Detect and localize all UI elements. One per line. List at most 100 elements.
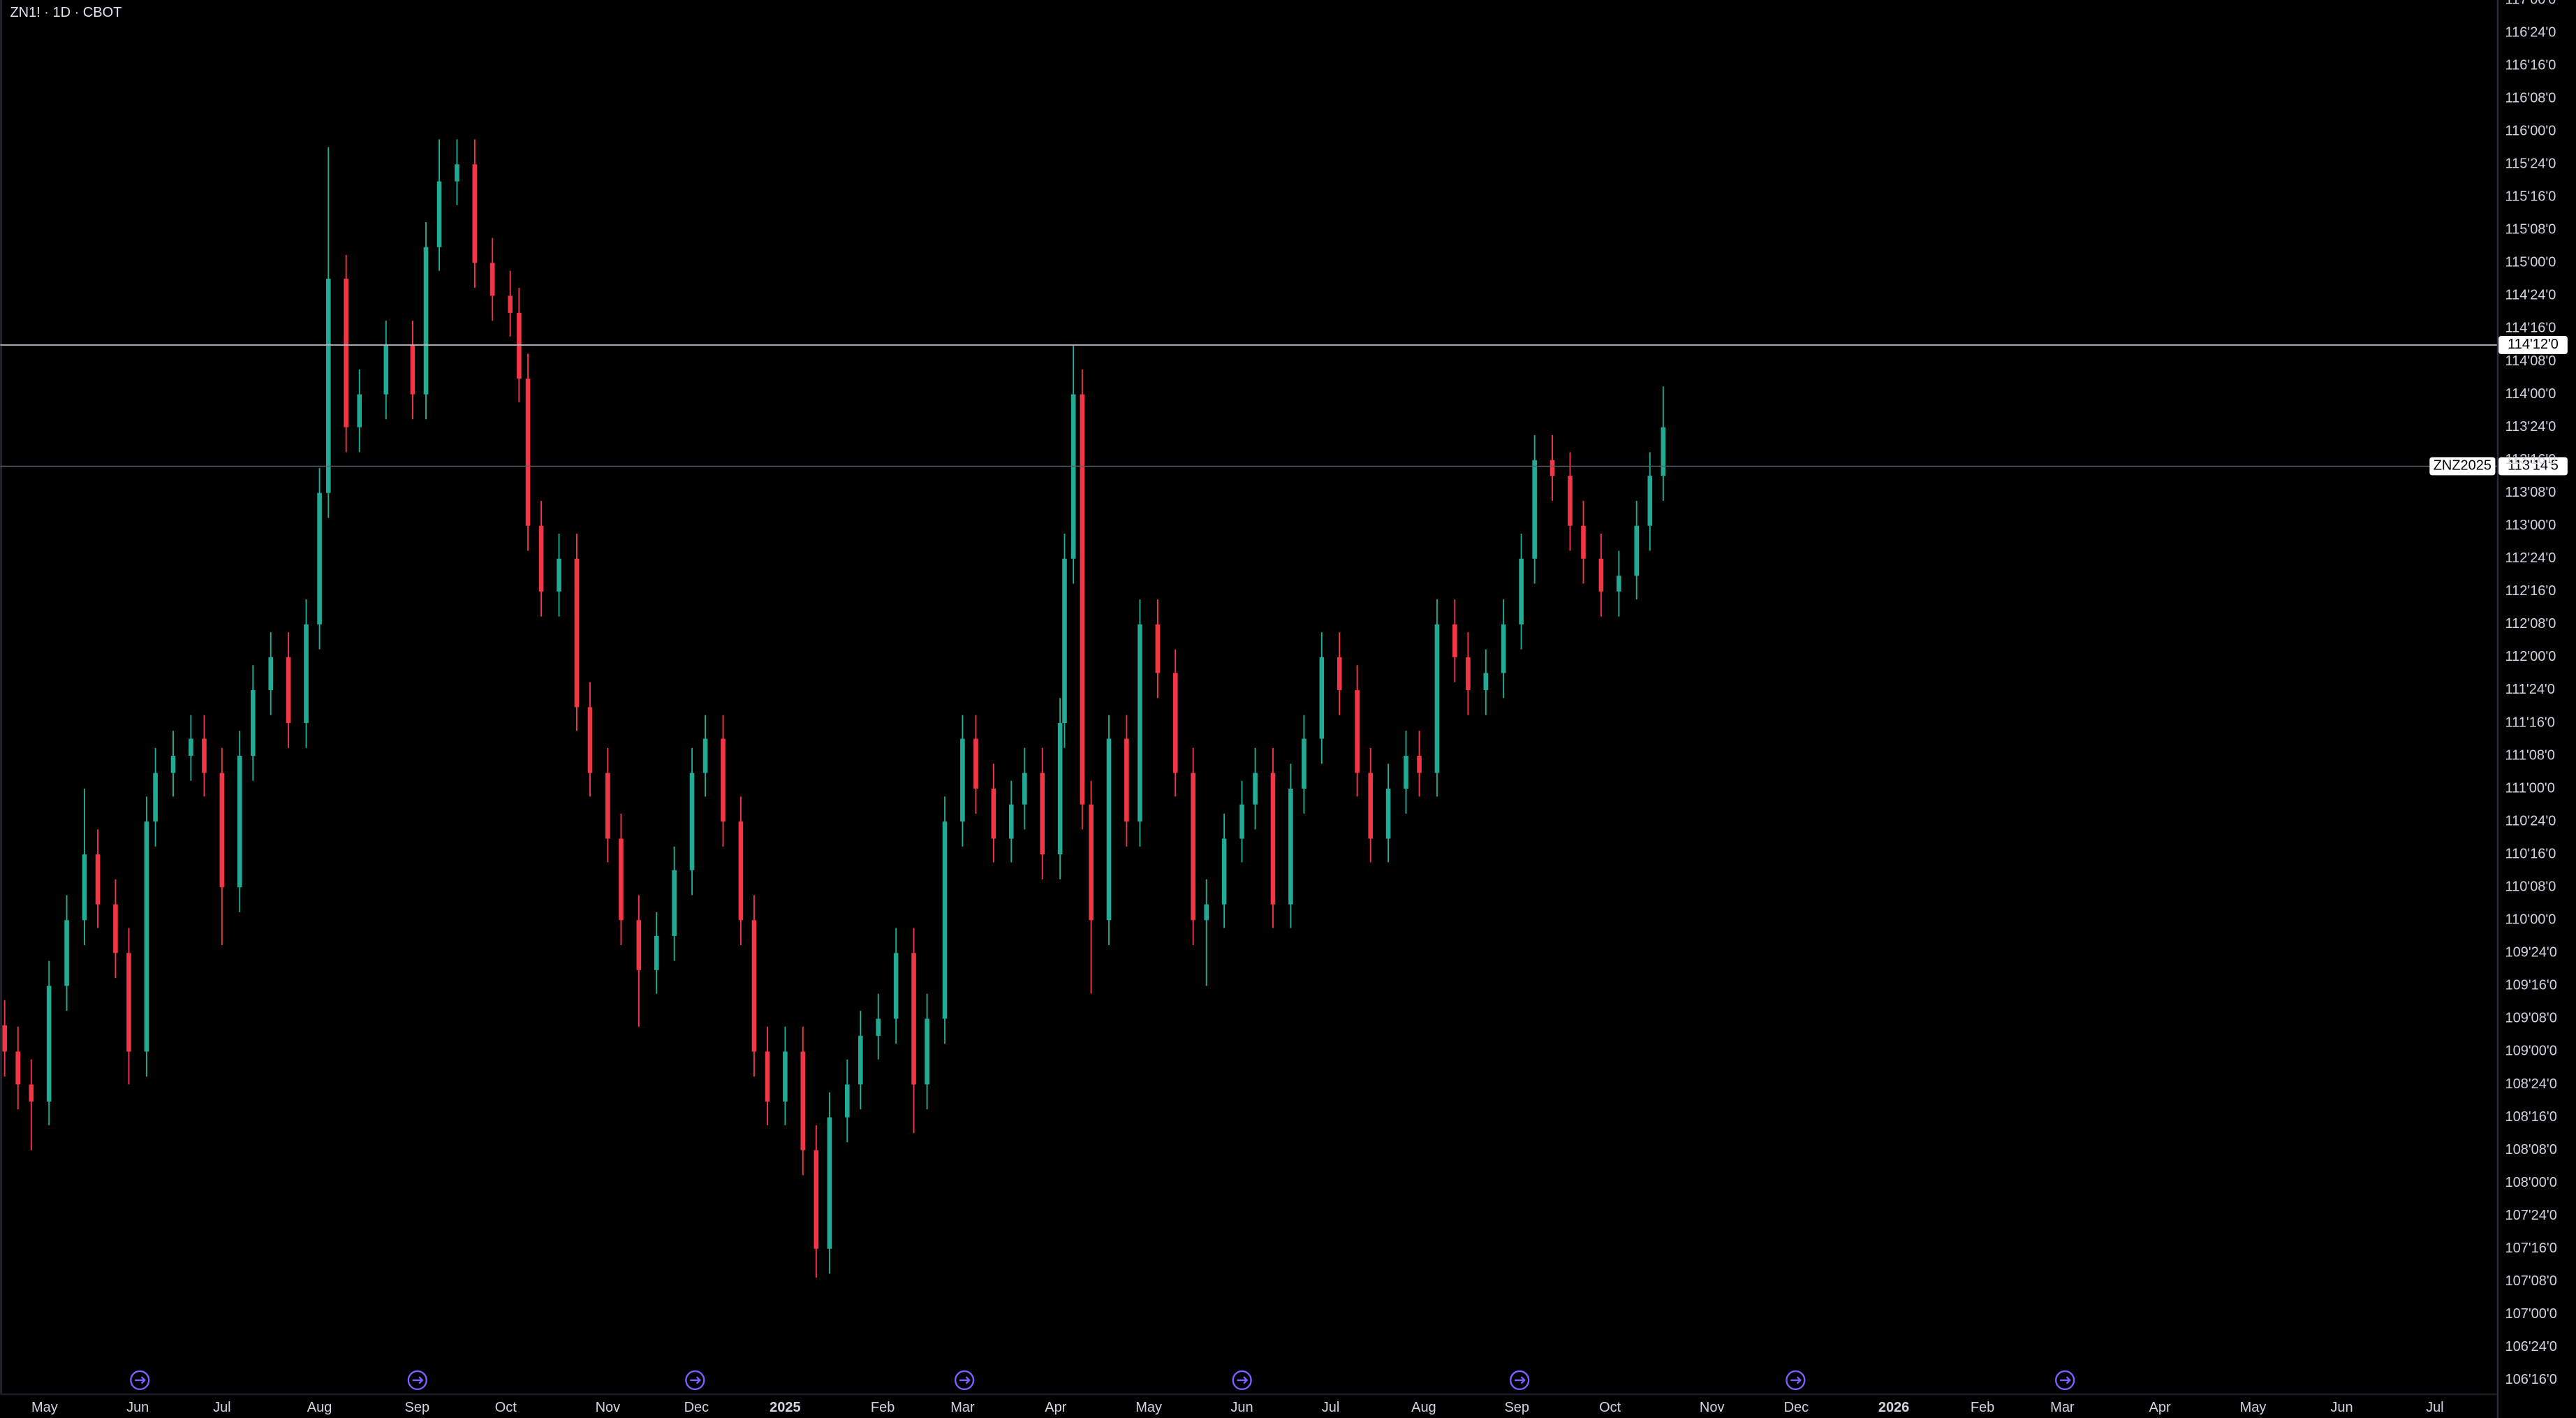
y-tick-label: 114'24'0: [2505, 288, 2556, 303]
y-tick-label: 106'24'0: [2505, 1339, 2557, 1354]
candle-body: [383, 344, 389, 395]
candle-body: [1155, 624, 1161, 673]
candle-body: [925, 1018, 929, 1085]
candle-body: [765, 1051, 770, 1102]
candle-body: [304, 624, 309, 723]
x-tick-label: Mar: [950, 1400, 975, 1415]
x-tick-label: Jul: [213, 1400, 231, 1415]
candle-body: [1057, 722, 1063, 855]
candle-body: [858, 1035, 863, 1085]
candle-body: [46, 986, 52, 1102]
candle-body: [317, 492, 322, 624]
candle-body: [268, 657, 274, 690]
y-tick-label: 114'08'0: [2505, 353, 2556, 369]
x-tick-label: Sep: [405, 1400, 430, 1415]
candle-body: [1191, 773, 1195, 921]
y-tick-label: 113'16'0: [2505, 452, 2556, 467]
candle-body: [1355, 689, 1360, 773]
candle-body: [973, 738, 978, 789]
y-tick-label: 116'24'0: [2505, 24, 2556, 40]
y-tick-label: 111'00'0: [2505, 780, 2555, 796]
candle-body: [654, 935, 659, 970]
y-tick-label: 110'08'0: [2505, 879, 2556, 895]
candle-body: [1532, 460, 1537, 559]
symbol-label: ZNZ2025: [2434, 458, 2492, 474]
candle-body: [1124, 738, 1129, 822]
x-tick-label: Sep: [1504, 1400, 1529, 1415]
candle-body: [1568, 476, 1573, 526]
x-tick-label: Feb: [1971, 1400, 1994, 1415]
y-tick-label: 110'24'0: [2505, 813, 2556, 828]
candle-body: [490, 263, 495, 296]
candle-body: [1452, 624, 1457, 657]
y-tick-label: 115'00'0: [2505, 255, 2556, 270]
price-label-box: [2498, 457, 2568, 476]
candle-body: [410, 344, 415, 395]
candle-body: [800, 1051, 806, 1150]
candle-body: [15, 1051, 21, 1085]
y-tick-label: 112'00'0: [2505, 649, 2556, 664]
candle-body: [991, 789, 996, 839]
candle-body: [1172, 673, 1178, 773]
candle-body: [2, 1025, 7, 1052]
x-tick-label: Oct: [1599, 1400, 1621, 1415]
candle-body: [357, 394, 362, 427]
x-tick-label: Nov: [596, 1400, 621, 1415]
x-tick-label: 2026: [1878, 1400, 1909, 1415]
candle-body: [1634, 525, 1640, 576]
candle-body: [574, 558, 580, 708]
candle-body: [942, 821, 948, 1019]
x-tick-label: May: [31, 1400, 58, 1415]
candle-body: [1062, 558, 1067, 723]
candle-body: [605, 773, 610, 839]
y-tick-label: 111'08'0: [2505, 747, 2555, 763]
y-tick-label: 107'00'0: [2505, 1306, 2557, 1322]
candle-body: [1598, 558, 1604, 592]
candle-body: [1302, 738, 1307, 789]
candle-body: [1385, 789, 1391, 839]
candle-body: [1417, 756, 1422, 773]
candle-body: [1519, 558, 1524, 624]
y-tick-label: 109'16'0: [2505, 978, 2557, 993]
candle-body: [144, 821, 149, 1052]
candle-body: [814, 1150, 819, 1249]
candle-body: [893, 953, 899, 1019]
y-tick-label: 110'00'0: [2505, 912, 2556, 928]
y-tick-label: 116'08'0: [2505, 90, 2556, 105]
x-tick-label: Apr: [1045, 1400, 1066, 1415]
x-tick-label: Jun: [1230, 1400, 1253, 1415]
y-tick-label: 113'08'0: [2505, 485, 2556, 500]
candle-body: [325, 278, 331, 493]
x-tick-label: Dec: [1784, 1400, 1809, 1415]
candle-body: [702, 738, 708, 773]
candle-body: [525, 378, 531, 526]
candle-body: [1253, 773, 1258, 805]
candle-body: [64, 920, 69, 986]
plot: [2, 139, 1666, 1278]
candle-body: [455, 164, 459, 182]
candle-body: [911, 953, 916, 1085]
y-tick-label: 108'16'0: [2505, 1109, 2557, 1125]
y-tick-label: 115'16'0: [2505, 189, 2556, 205]
candle-body: [1221, 838, 1227, 905]
y-tick-label: 108'00'0: [2505, 1175, 2557, 1190]
candle-body: [126, 953, 131, 1052]
candle-body: [95, 854, 101, 905]
x-tick-label: Aug: [307, 1400, 332, 1415]
x-tick-label: Jun: [126, 1400, 149, 1415]
x-tick-label: May: [1135, 1400, 1162, 1415]
candle-body: [721, 738, 726, 822]
x-tick-label: May: [2240, 1400, 2267, 1415]
candle-body: [1288, 789, 1293, 905]
x-tick-label: Jul: [2426, 1400, 2444, 1415]
candle-body: [827, 1117, 832, 1249]
candle-body: [508, 295, 513, 313]
y-tick-label: 108'24'0: [2505, 1076, 2557, 1092]
candle-body: [1089, 804, 1094, 921]
candle-body: [423, 247, 429, 395]
price-label: 113'14'5: [2508, 458, 2559, 474]
candle-body: [219, 773, 225, 888]
candle-body: [1106, 738, 1112, 921]
